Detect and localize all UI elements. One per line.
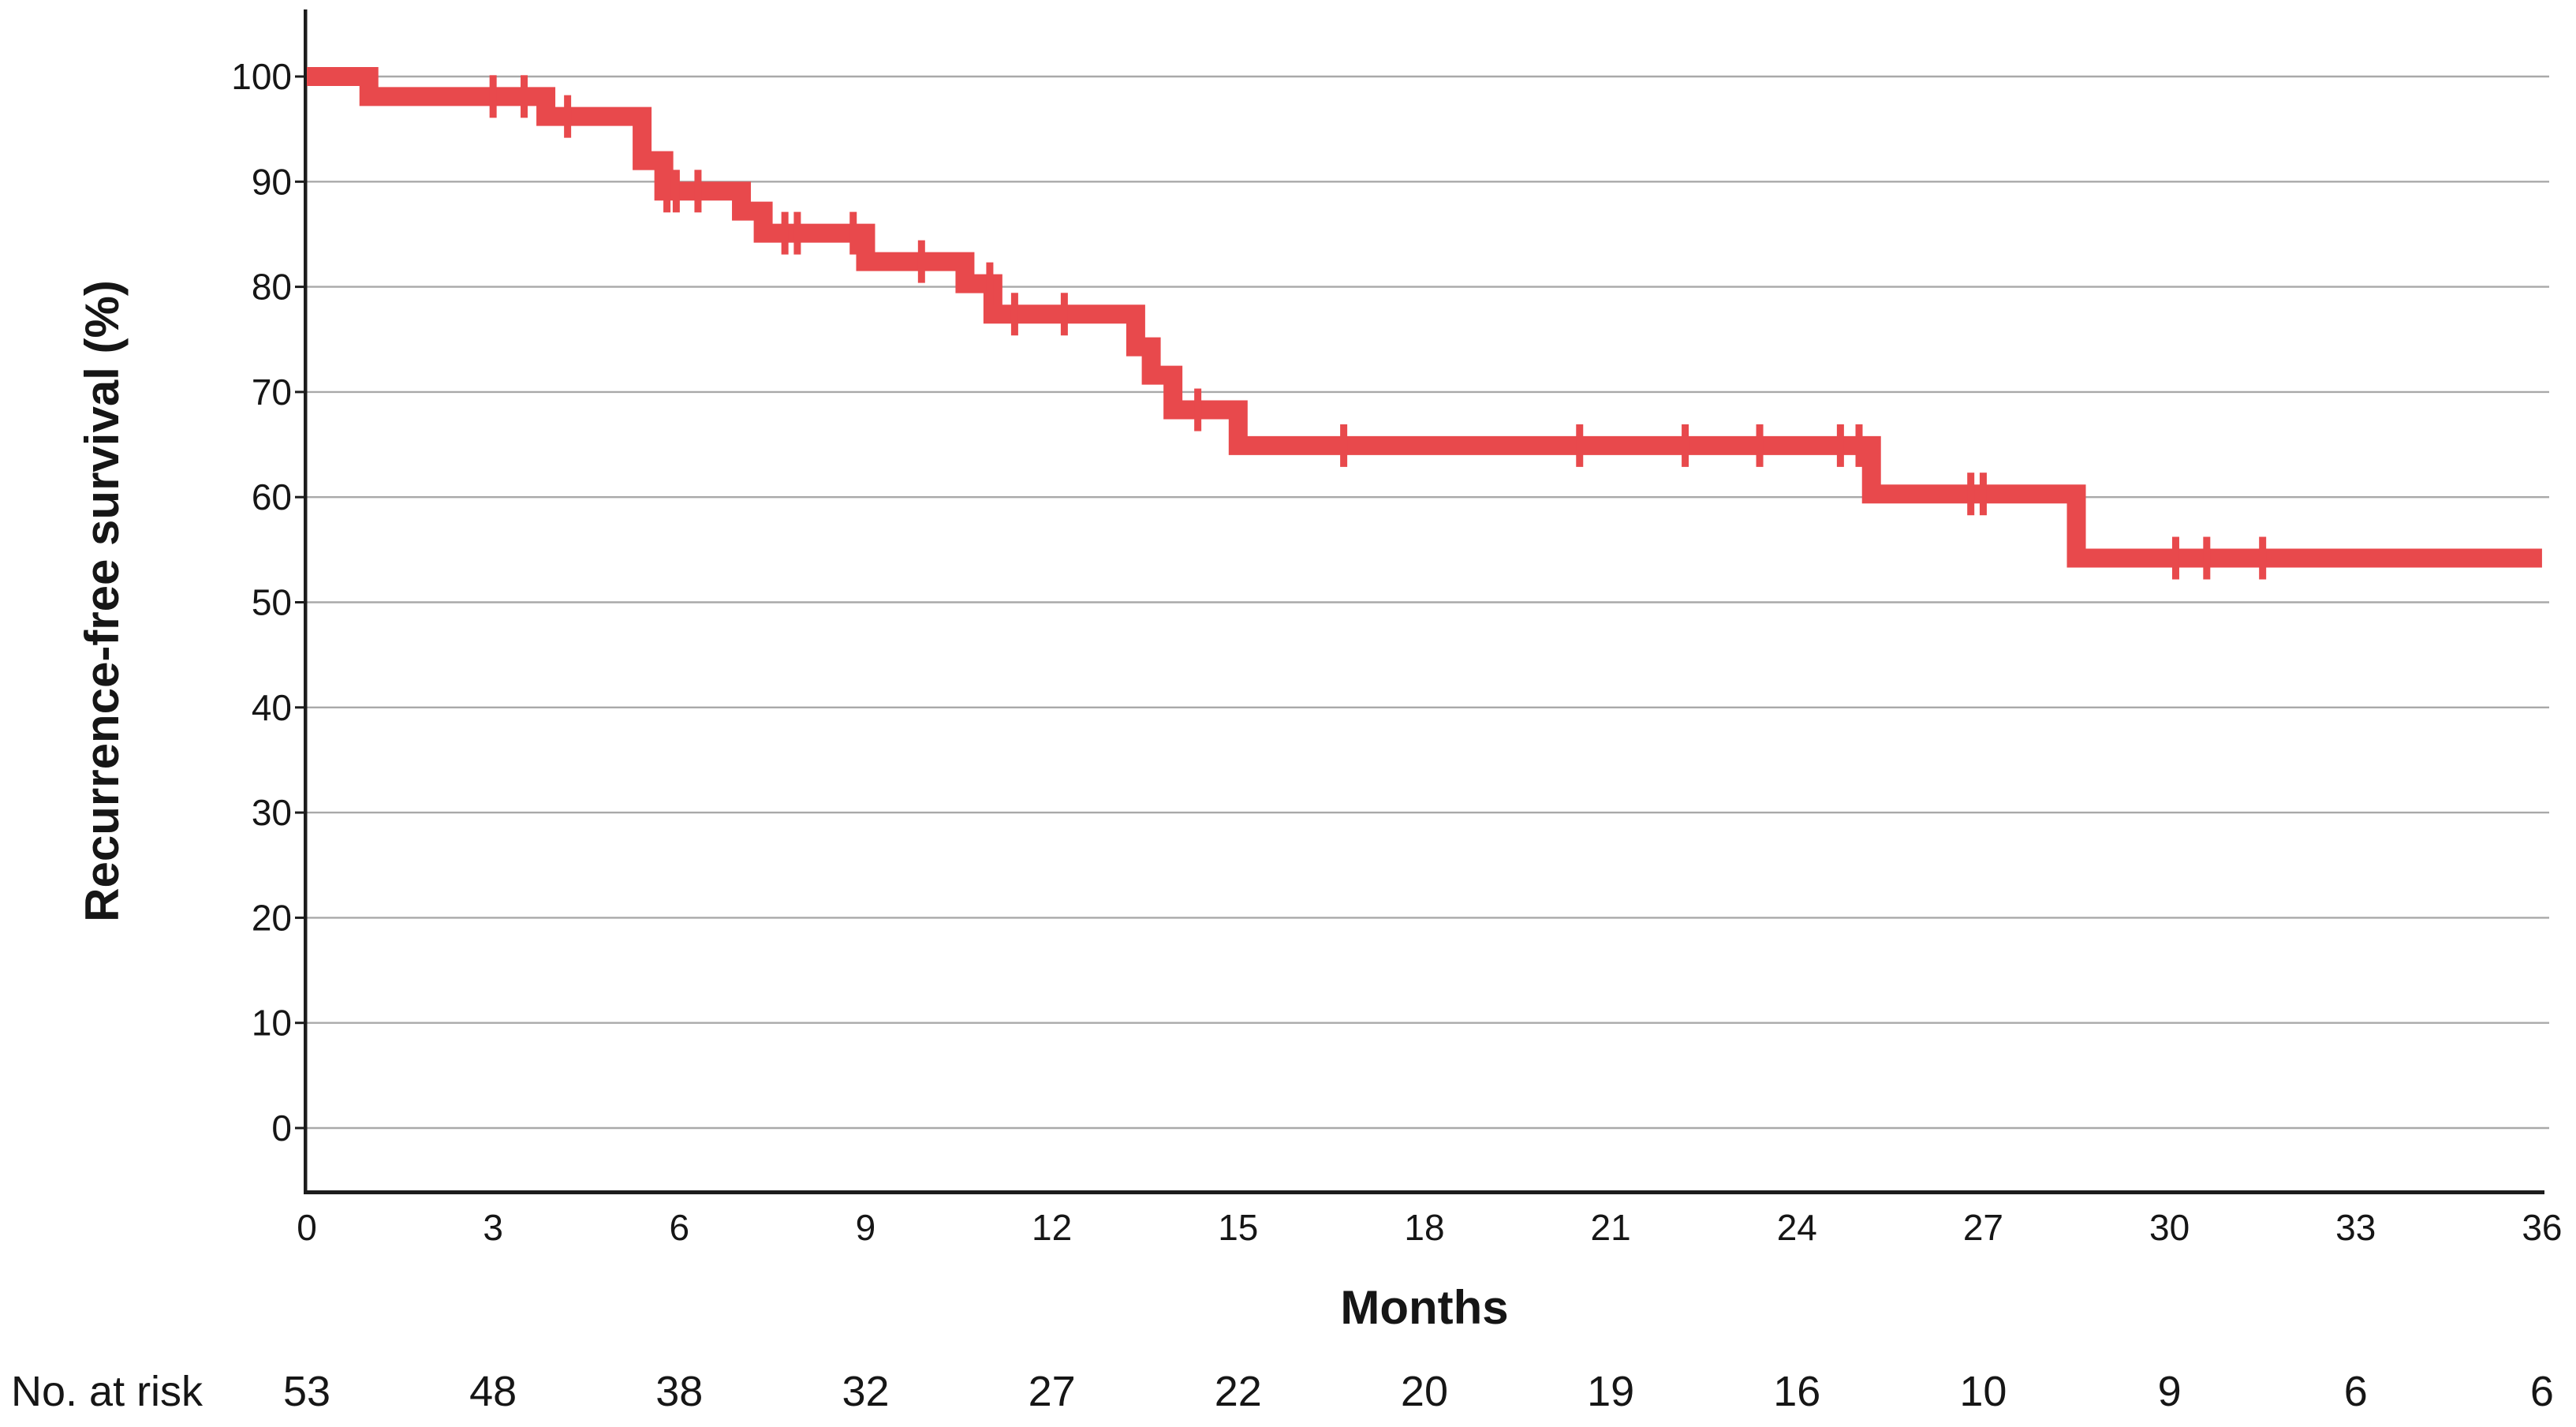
risk-value: 6 (2530, 1368, 2554, 1415)
y-tick-label: 100 (231, 56, 292, 97)
x-tick-label: 6 (670, 1207, 690, 1248)
censor-mark (1576, 424, 1584, 467)
x-axis-title: Months (1340, 1281, 1508, 1334)
censor-mark (1836, 424, 1844, 467)
x-tick-label: 30 (2149, 1207, 2190, 1248)
x-tick-label: 36 (2522, 1207, 2562, 1248)
axes (295, 9, 2544, 1194)
censor-mark (849, 211, 857, 255)
y-tick-label: 90 (252, 161, 292, 202)
censor-mark (1340, 424, 1348, 467)
x-tick-label: 27 (1963, 1207, 2003, 1248)
censor-mark (1682, 424, 1689, 467)
censor-mark (489, 75, 497, 118)
x-tick-label: 21 (1591, 1207, 1631, 1248)
censor-mark (663, 170, 671, 213)
y-tick-label: 20 (252, 897, 292, 938)
censor-mark (986, 262, 994, 305)
x-tick-label: 12 (1032, 1207, 1072, 1248)
y-tick-label: 40 (252, 687, 292, 728)
x-tick-label: 0 (297, 1207, 317, 1248)
x-tick-label: 3 (483, 1207, 503, 1248)
risk-value: 27 (1029, 1368, 1076, 1415)
y-axis-line (304, 9, 308, 1194)
y-tick-label: 30 (252, 792, 292, 833)
censor-mark (917, 240, 925, 283)
censor-mark (564, 95, 572, 138)
y-tick-label: 80 (252, 267, 292, 308)
km-curve (307, 67, 2542, 568)
survival-step-line (307, 67, 2542, 568)
risk-label: No. at risk (11, 1368, 203, 1415)
censor-mark (694, 170, 702, 213)
y-tick-label: 50 (252, 582, 292, 623)
risk-values: 53 48 38 32 27 22 20 19 16 10 9 6 6 (283, 1368, 2554, 1415)
risk-value: 38 (655, 1368, 703, 1415)
censor-mark (672, 170, 680, 213)
censor-mark (1060, 293, 1068, 336)
censor-mark (793, 211, 801, 255)
y-tick-label: 10 (252, 1003, 292, 1044)
x-tick-label: 18 (1404, 1207, 1444, 1248)
x-tick-label: 9 (856, 1207, 876, 1248)
y-axis-title: Recurrence-free survival (%) (76, 280, 129, 922)
censor-mark (781, 211, 789, 255)
censor-mark (1194, 388, 1202, 431)
censor-mark (1979, 473, 1987, 516)
risk-value: 53 (283, 1368, 330, 1415)
risk-value: 16 (1773, 1368, 1820, 1415)
censor-mark (1010, 293, 1018, 336)
y-tick-label: 70 (252, 372, 292, 413)
x-tick-label: 24 (1777, 1207, 1817, 1248)
censor-mark (521, 75, 528, 118)
censor-mark (1756, 424, 1764, 467)
risk-value: 9 (2158, 1368, 2182, 1415)
risk-value: 22 (1215, 1368, 1262, 1415)
y-tick-labels: 0 10 20 30 40 50 60 70 80 90 100 (231, 56, 292, 1149)
gridlines (304, 75, 2549, 1130)
risk-value: 6 (2344, 1368, 2368, 1415)
y-tick-label: 60 (252, 476, 292, 517)
x-tick-label: 15 (1218, 1207, 1258, 1248)
censor-mark (1967, 473, 1975, 516)
censor-mark (1855, 424, 1863, 467)
risk-value: 19 (1587, 1368, 1634, 1415)
x-tick-label: 33 (2335, 1207, 2376, 1248)
risk-row: No. at risk 53 48 38 32 27 22 20 19 16 10 9 6 6 (11, 1368, 2554, 1415)
censor-mark (2203, 536, 2211, 580)
censor-mark (2259, 536, 2267, 580)
censor-marks (489, 75, 2267, 580)
y-tick-label: 0 (271, 1108, 292, 1149)
risk-value: 10 (1959, 1368, 2007, 1415)
risk-value: 20 (1401, 1368, 1448, 1415)
censor-mark (2171, 536, 2179, 580)
x-tick-labels: 0 3 6 9 12 15 18 21 24 27 30 33 36 (297, 1207, 2562, 1248)
x-axis-line (304, 1190, 2544, 1194)
risk-value: 48 (469, 1368, 517, 1415)
risk-value: 32 (842, 1368, 889, 1415)
